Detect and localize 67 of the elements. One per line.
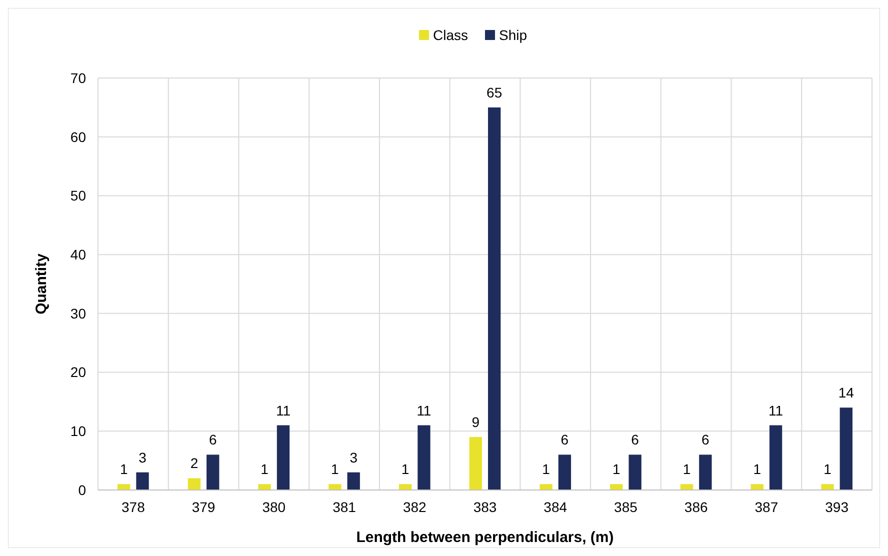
bar xyxy=(750,484,764,490)
bar xyxy=(769,425,782,490)
data-label: 1 xyxy=(120,461,128,478)
bar xyxy=(840,408,852,490)
data-label: 14 xyxy=(838,384,854,401)
legend-label: Ship xyxy=(499,27,528,43)
bar xyxy=(680,484,694,490)
x-tick-label: 382 xyxy=(402,499,427,515)
data-label: 11 xyxy=(768,402,784,418)
data-label: 6 xyxy=(702,432,710,448)
y-tick-label: 60 xyxy=(70,128,86,145)
bar xyxy=(540,484,552,490)
bar xyxy=(628,454,642,490)
x-tick-label: 378 xyxy=(122,499,146,515)
data-label: 11 xyxy=(416,402,432,418)
data-label: 1 xyxy=(612,461,620,478)
y-tick-label: 50 xyxy=(70,188,86,204)
bar xyxy=(328,484,342,490)
x-tick-label: 381 xyxy=(332,499,356,515)
bar xyxy=(610,484,623,490)
x-tick-label: 384 xyxy=(544,499,568,515)
x-tick-label: 383 xyxy=(473,499,497,515)
data-label: 65 xyxy=(486,84,502,100)
y-tick-label: 40 xyxy=(70,246,86,262)
data-label: 1 xyxy=(753,461,762,478)
data-label: 1 xyxy=(331,461,340,478)
y-tick-label: 10 xyxy=(70,423,86,440)
bar xyxy=(398,484,412,490)
y-axis-title: Quantity xyxy=(33,252,50,314)
data-label: 1 xyxy=(401,461,410,478)
x-axis-title: Length between perpendiculars, (m) xyxy=(356,529,614,546)
y-tick-label: 30 xyxy=(70,305,86,322)
data-label: 2 xyxy=(190,455,198,472)
bar xyxy=(188,478,201,490)
data-label: 3 xyxy=(138,449,147,466)
bar xyxy=(699,454,712,490)
x-tick-label: 379 xyxy=(192,499,216,515)
data-label: 6 xyxy=(208,432,217,448)
bar xyxy=(821,484,834,490)
x-tick-label: 387 xyxy=(754,499,778,515)
bar xyxy=(347,472,360,490)
bar xyxy=(118,484,130,490)
bar xyxy=(469,437,482,490)
bar xyxy=(418,425,430,490)
data-label: 1 xyxy=(260,461,269,478)
bar xyxy=(136,472,149,490)
y-tick-label: 70 xyxy=(70,70,86,86)
data-label: 11 xyxy=(276,402,291,418)
y-tick-label: 20 xyxy=(70,364,86,380)
x-tick-label: 386 xyxy=(684,499,708,515)
bar xyxy=(276,425,290,490)
legend-label: Class xyxy=(433,27,468,43)
x-tick-label: 393 xyxy=(825,499,849,515)
data-label: 3 xyxy=(350,449,358,466)
data-label: 6 xyxy=(560,432,569,448)
bar xyxy=(558,454,572,490)
bar xyxy=(206,454,220,490)
x-tick-label: 380 xyxy=(262,499,286,515)
data-label: 9 xyxy=(472,414,480,430)
bar xyxy=(258,484,271,490)
data-label: 1 xyxy=(824,461,832,478)
bar xyxy=(488,107,501,490)
y-tick-label: 0 xyxy=(78,482,86,498)
data-label: 1 xyxy=(542,461,550,478)
data-label: 6 xyxy=(631,432,640,448)
data-label: 1 xyxy=(682,461,691,478)
x-tick-label: 385 xyxy=(614,499,638,515)
